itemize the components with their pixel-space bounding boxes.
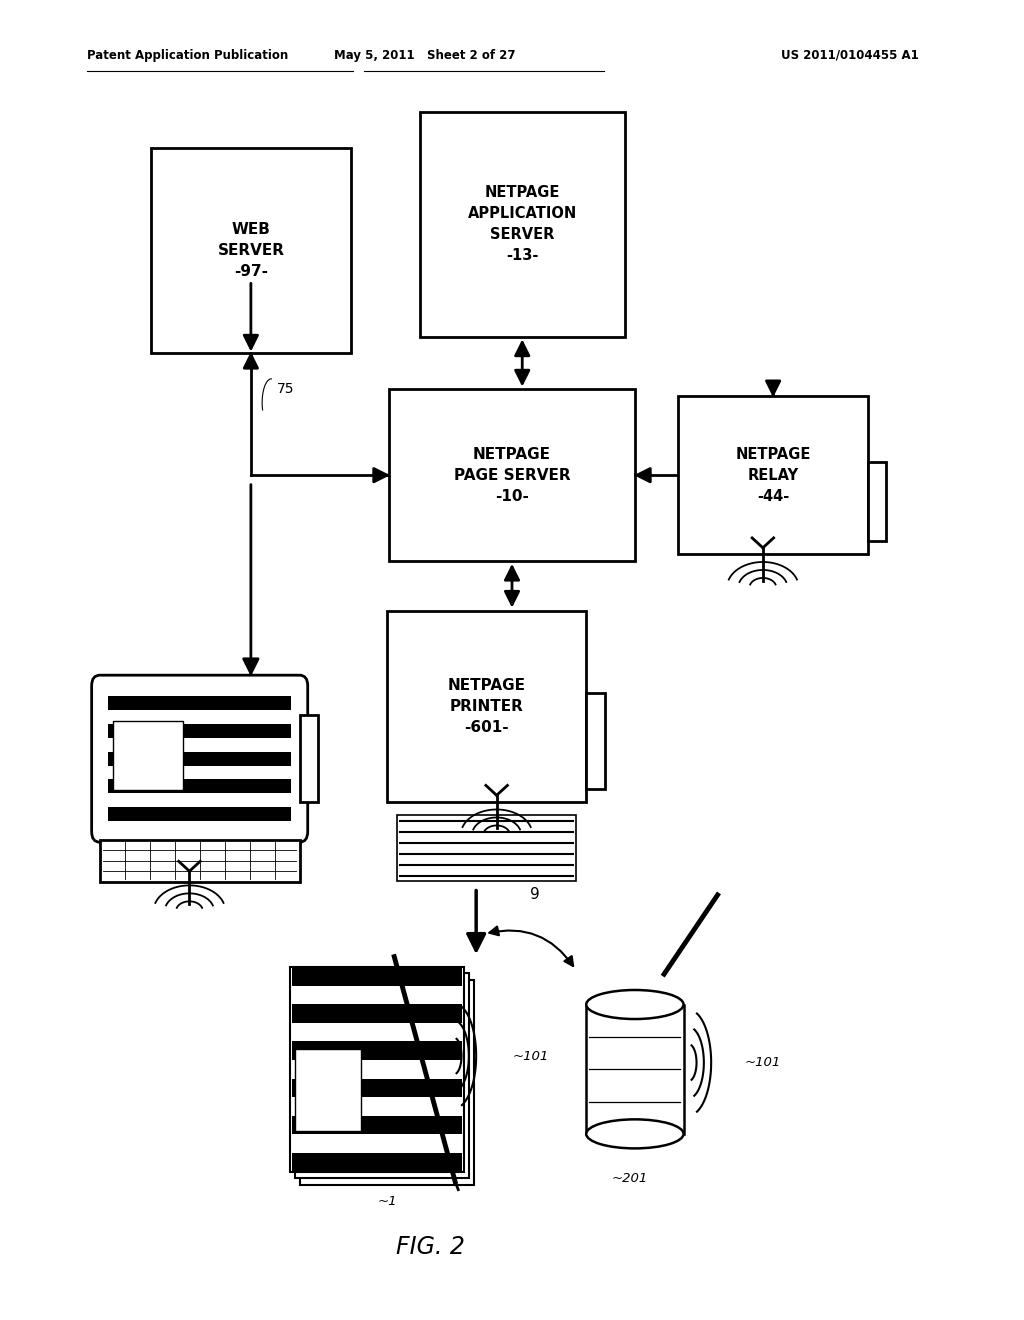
Text: May 5, 2011   Sheet 2 of 27: May 5, 2011 Sheet 2 of 27 (334, 49, 516, 62)
Text: NETPAGE
RELAY
-44-: NETPAGE RELAY -44- (735, 446, 811, 504)
Bar (396, 814, 575, 882)
Bar (386, 610, 586, 801)
Bar (292, 1115, 462, 1134)
Bar (152, 149, 350, 352)
Bar (586, 1005, 684, 1134)
Bar (292, 1097, 462, 1115)
Ellipse shape (586, 990, 684, 1019)
Bar (100, 840, 299, 882)
Bar (292, 1060, 462, 1078)
Text: 75: 75 (276, 381, 294, 396)
Bar (292, 1152, 462, 1172)
Bar (109, 751, 291, 766)
Bar (109, 779, 291, 793)
Text: ~201: ~201 (611, 1172, 648, 1185)
Text: NETPAGE
APPLICATION
SERVER
-13-: NETPAGE APPLICATION SERVER -13- (468, 185, 577, 264)
Bar (114, 721, 183, 789)
Bar (292, 986, 462, 1005)
Bar (868, 462, 887, 541)
Bar (292, 966, 462, 986)
Bar (295, 1048, 361, 1130)
Bar (109, 710, 291, 723)
Bar (420, 112, 625, 337)
Bar (586, 693, 604, 788)
Bar (292, 1023, 462, 1041)
Bar (292, 1078, 462, 1097)
Bar (300, 979, 474, 1185)
Bar (295, 974, 469, 1177)
FancyArrowPatch shape (489, 927, 573, 966)
Bar (109, 738, 291, 752)
Bar (109, 697, 291, 710)
Text: NETPAGE
PAGE SERVER
-10-: NETPAGE PAGE SERVER -10- (454, 446, 570, 504)
Bar (109, 723, 291, 738)
Bar (389, 389, 635, 561)
Text: ~1: ~1 (377, 1196, 397, 1208)
Bar (109, 766, 291, 779)
Text: WEB
SERVER
-97-: WEB SERVER -97- (217, 222, 285, 280)
FancyBboxPatch shape (92, 676, 307, 842)
Text: FIG. 2: FIG. 2 (395, 1236, 465, 1259)
Text: Patent Application Publication: Patent Application Publication (87, 49, 289, 62)
Bar (292, 1005, 462, 1023)
Text: 9: 9 (530, 887, 541, 902)
Text: US 2011/0104455 A1: US 2011/0104455 A1 (781, 49, 919, 62)
Bar (299, 715, 317, 803)
Bar (292, 1041, 462, 1060)
Text: NETPAGE
PRINTER
-601-: NETPAGE PRINTER -601- (447, 677, 525, 735)
Bar (292, 1134, 462, 1152)
Bar (678, 396, 867, 554)
Text: ~101: ~101 (513, 1049, 549, 1063)
Bar (109, 793, 291, 807)
Ellipse shape (586, 1119, 684, 1148)
Bar (290, 966, 464, 1172)
Text: ~101: ~101 (745, 1056, 781, 1069)
Bar (109, 808, 291, 821)
